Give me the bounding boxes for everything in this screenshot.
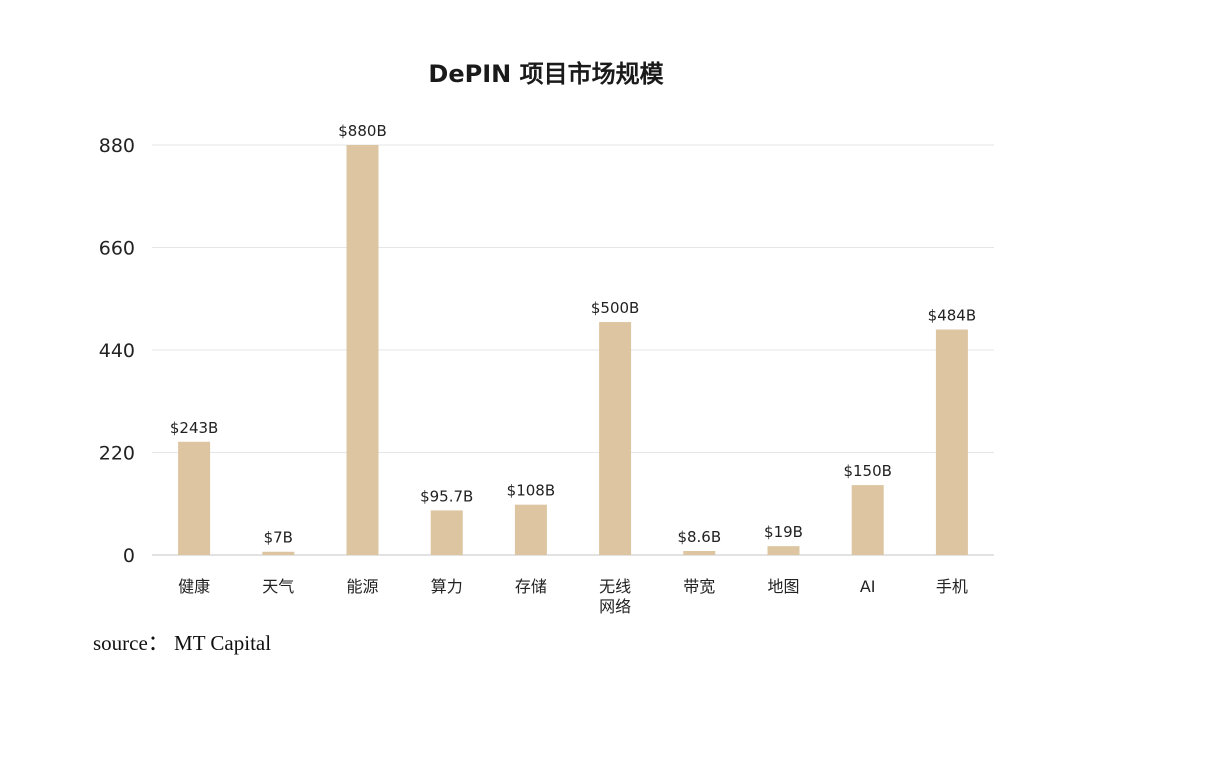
category-label: 地图 (767, 577, 799, 596)
bar (514, 504, 547, 555)
category-label: 手机 (936, 577, 968, 596)
y-axis-ticks: 0 220 440 660 880 (99, 135, 135, 567)
data-label: $19B (764, 523, 803, 541)
data-label: $8.6B (677, 528, 721, 546)
y-tick-label: 660 (99, 238, 135, 260)
category-label: 存储 (515, 577, 547, 596)
category-label: 网络 (599, 597, 631, 616)
category-label: 带宽 (683, 577, 715, 596)
category-label: 算力 (431, 577, 463, 596)
category-label: AI (860, 577, 876, 596)
category-label: 无线 (599, 577, 631, 596)
data-labels: $243B $7B $880B $95.7B $108B $500B $8.6B $19B $1… (170, 122, 976, 547)
bar (767, 546, 800, 555)
data-label: $150B (843, 462, 891, 480)
source-note: source： MT Capital (93, 631, 272, 655)
bar (851, 485, 884, 555)
category-label: 健康 (178, 577, 210, 596)
data-label: $484B (928, 307, 976, 325)
bar (346, 145, 379, 555)
bar (935, 329, 968, 555)
data-label: $108B (507, 482, 555, 500)
category-label: 能源 (346, 577, 378, 596)
data-label: $880B (338, 122, 386, 140)
bar (430, 510, 463, 555)
bar (178, 441, 211, 555)
y-tick-label: 440 (99, 340, 135, 362)
data-label: $7B (264, 529, 293, 547)
y-tick-label: 0 (123, 545, 135, 567)
chart-title: DePIN 项目市场规模 (428, 60, 664, 88)
bar (683, 550, 716, 555)
y-tick-label: 880 (99, 135, 135, 157)
data-label: $243B (170, 419, 218, 437)
y-tick-label: 220 (99, 443, 135, 465)
data-label: $500B (591, 299, 639, 317)
data-label: $95.7B (420, 487, 473, 505)
bar (599, 322, 632, 555)
bars (178, 145, 968, 555)
category-label: 天气 (262, 577, 294, 596)
bar (262, 551, 295, 555)
